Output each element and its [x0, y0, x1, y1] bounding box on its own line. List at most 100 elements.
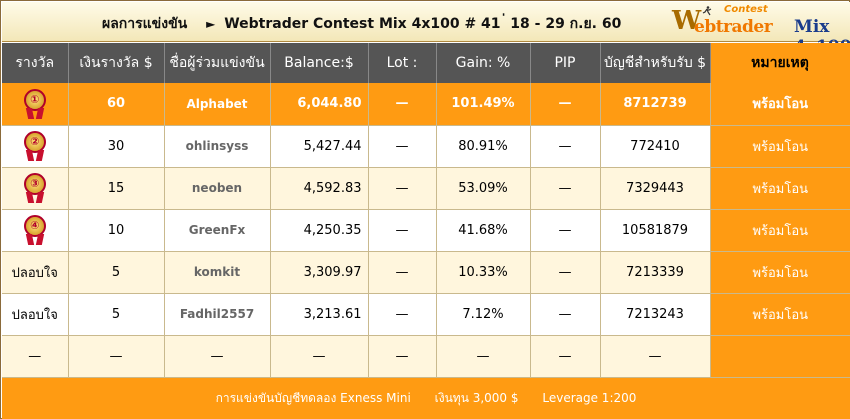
col-note: หมายเหตุ [710, 43, 850, 83]
footer-info: การแข่งขันบัญชีทดลอง Exness Mini เงินทุน… [2, 378, 850, 419]
prize-cell: 10 [68, 209, 165, 252]
balance-cell: — [270, 335, 369, 378]
title-main: Webtrader Contest Mix 4x100 # 41 ่ 18 - … [224, 16, 622, 32]
prize-cell: 60 [68, 83, 165, 126]
balance-cell: 6,044.80 [270, 83, 369, 126]
col-name: ชื่อผู้ร่วมแข่งขัน [164, 43, 271, 83]
note-cell [710, 335, 850, 378]
col-lot: Lot : [368, 43, 437, 83]
logo-contest: Contest [724, 4, 768, 15]
table-row: ① 60 Alphabet 6,044.80 — 101.49% — 87127… [2, 83, 850, 126]
lot-cell: — [368, 251, 437, 294]
table-header-row: รางวัล เงินรางวัล $ ชื่อผู้ร่วมแข่งขัน B… [2, 43, 850, 83]
col-account: บัญชีสำหรับรับ $ [600, 43, 711, 83]
runner-icon [702, 6, 712, 16]
table-row: ③ 15 neoben 4,592.83 — 53.09% — 7329443 … [2, 167, 850, 210]
lot-cell: — [368, 167, 437, 210]
title-prefix: ผลการแข่งขัน [102, 16, 188, 32]
pip-cell: — [530, 83, 601, 126]
arrow-right-icon: ► [206, 17, 216, 31]
note-cell: พร้อมโอน [710, 251, 850, 294]
pip-cell: — [530, 251, 601, 294]
account-cell: 7329443 [600, 167, 711, 210]
pip-cell: — [530, 335, 601, 378]
balance-cell: 3,309.97 [270, 251, 369, 294]
account-cell: 7213339 [600, 251, 711, 294]
table-row: ④ 10 GreenFx 4,250.35 — 41.68% — 1058187… [2, 209, 850, 252]
prize-cell: — [68, 335, 165, 378]
balance-cell: 4,250.35 [270, 209, 369, 252]
rank-cell: ④ [2, 209, 69, 252]
note-cell: พร้อมโอน [710, 125, 850, 168]
name-cell: — [164, 335, 271, 378]
webtrader-contest-logo: W Contest ebtrader Mix 4x100 [672, 4, 850, 57]
prize-cell: 30 [68, 125, 165, 168]
lot-cell: — [368, 335, 437, 378]
medal-icon: ① [23, 88, 46, 119]
name-cell: komkit [164, 251, 271, 294]
gain-cell: 10.33% [436, 251, 531, 294]
medal-icon: ② [23, 131, 46, 161]
lot-cell: — [368, 125, 437, 168]
table-row: ปลอบใจ 5 komkit 3,309.97 — 10.33% — 7213… [2, 251, 850, 294]
balance-cell: 5,427.44 [270, 125, 369, 168]
page-title: ผลการแข่งขัน ► Webtrader Contest Mix 4x1… [102, 13, 621, 35]
col-pip: PIP [530, 43, 601, 83]
col-balance: Balance:$ [270, 43, 369, 83]
footer-contest-type: การแข่งขันบัญชีทดลอง Exness Mini [215, 391, 411, 405]
pip-cell: — [530, 293, 601, 336]
gain-cell: 53.09% [436, 167, 531, 210]
balance-cell: 4,592.83 [270, 167, 369, 210]
prize-cell: 5 [68, 293, 165, 336]
note-cell: พร้อมโอน [710, 209, 850, 252]
footer-leverage: Leverage 1:200 [542, 391, 637, 405]
footer-capital: เงินทุน 3,000 $ [434, 391, 519, 405]
pip-cell: — [530, 209, 601, 252]
name-cell: GreenFx [164, 209, 271, 252]
note-cell: พร้อมโอน [710, 293, 850, 336]
account-cell: 7213243 [600, 293, 711, 336]
note-cell: พร้อมโอน [710, 83, 850, 126]
table-row: ② 30 ohlinsyss 5,427.44 — 80.91% — 77241… [2, 125, 850, 168]
prize-cell: 15 [68, 167, 165, 210]
gain-cell: 80.91% [436, 125, 531, 168]
gain-cell: — [436, 335, 531, 378]
table-row: ปลอบใจ 5 Fadhil2557 3,213.61 — 7.12% — 7… [2, 293, 850, 336]
note-cell: พร้อมโอน [710, 167, 850, 210]
title-bar: ผลการแข่งขัน ► Webtrader Contest Mix 4x1… [2, 2, 850, 57]
gain-cell: 7.12% [436, 293, 531, 336]
results-table: รางวัล เงินรางวัล $ ชื่อผู้ร่วมแข่งขัน B… [2, 43, 850, 378]
medal-icon: ④ [23, 215, 46, 245]
col-prize: เงินรางวัล $ [68, 43, 165, 83]
rank-cell: — [2, 335, 69, 378]
lot-cell: — [368, 83, 437, 126]
name-cell: Fadhil2557 [164, 293, 271, 336]
balance-cell: 3,213.61 [270, 293, 369, 336]
logo-w: W [672, 6, 702, 36]
table-row: — — — — — — — — [2, 335, 850, 378]
gain-cell: 41.68% [436, 209, 531, 252]
logo-webtrader: ebtrader [694, 17, 773, 37]
gain-cell: 101.49% [436, 83, 531, 126]
lot-cell: — [368, 209, 437, 252]
medal-icon: ③ [23, 173, 46, 203]
rank-cell: ปลอบใจ [2, 293, 69, 336]
pip-cell: — [530, 125, 601, 168]
account-cell: 10581879 [600, 209, 711, 252]
account-cell: 772410 [600, 125, 711, 168]
prize-cell: 5 [68, 251, 165, 294]
rank-cell: ปลอบใจ [2, 251, 69, 294]
account-cell: 8712739 [600, 83, 711, 126]
lot-cell: — [368, 293, 437, 336]
col-rank: รางวัล [2, 43, 69, 83]
name-cell: ohlinsyss [164, 125, 271, 168]
col-gain: Gain: % [436, 43, 531, 83]
rank-cell: ① [2, 83, 69, 126]
rank-cell: ③ [2, 167, 69, 210]
name-cell: Alphabet [164, 83, 271, 126]
name-cell: neoben [164, 167, 271, 210]
account-cell: — [600, 335, 711, 378]
pip-cell: — [530, 167, 601, 210]
rank-cell: ② [2, 125, 69, 168]
